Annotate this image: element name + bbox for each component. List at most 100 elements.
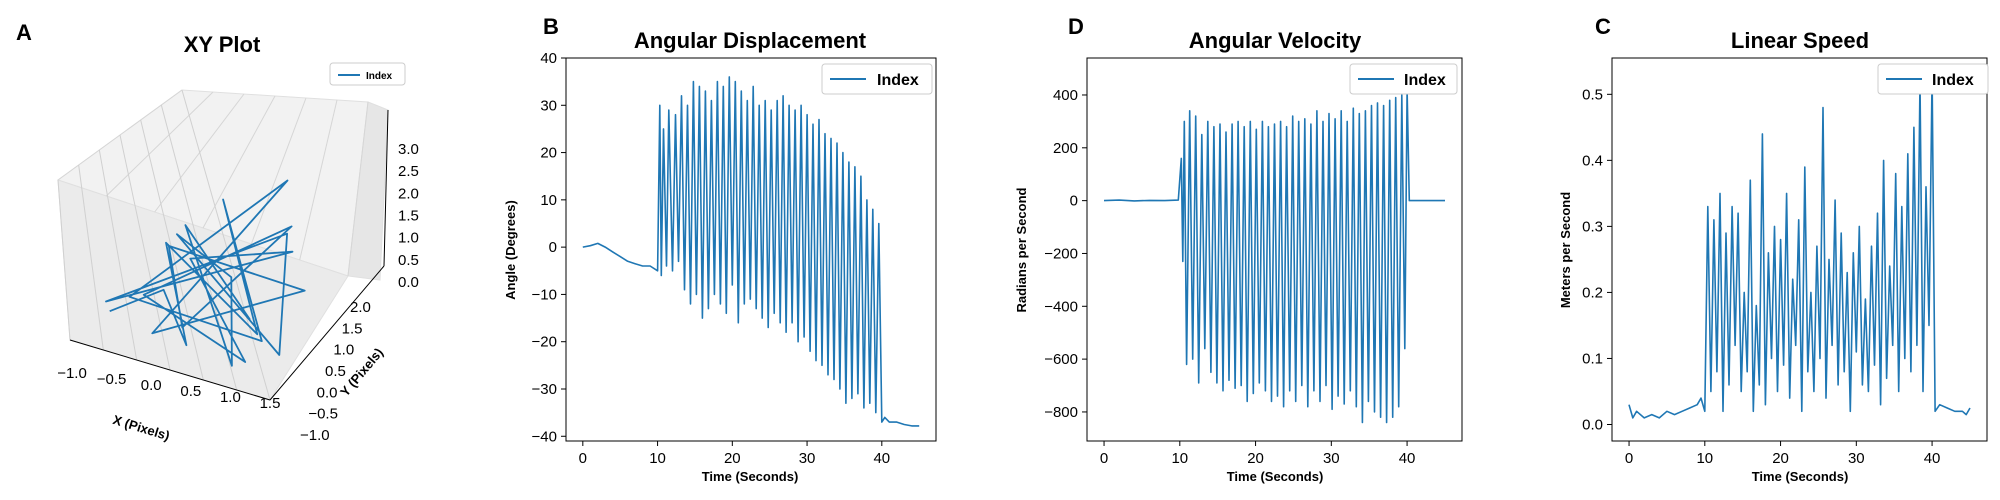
y-tick-label: −400 (1044, 298, 1078, 315)
y-tick-label: 0.0 (1582, 416, 1603, 433)
chart-title-a: XY Plot (184, 32, 261, 57)
plot-area-b (565, 57, 937, 442)
panel-label-b: B (543, 14, 559, 39)
panel-d: D Angular Velocity 0 10 20 30 40 400 200 0 −200 −… (1014, 14, 1463, 484)
z-tick-label-3d: 1.0 (398, 230, 419, 247)
x-tick-label: 30 (799, 450, 816, 467)
y-tick-label: 0.3 (1582, 218, 1603, 235)
x-tick-label-3d: 0.5 (180, 383, 201, 400)
chart-title-d: Angular Velocity (1189, 28, 1362, 53)
legend-label-c: Index (1932, 72, 1974, 89)
z-tick-label-3d: 0.0 (398, 274, 419, 291)
x-tick-label: 0 (1100, 450, 1108, 467)
axes-d: 0 10 20 30 40 400 200 0 −200 −400 −600 −800 (1044, 57, 1463, 467)
x-tick-label-3d: −1.0 (57, 365, 87, 382)
x-tick-label: 40 (1399, 450, 1416, 467)
z-tick-label-3d: 2.5 (398, 163, 419, 180)
y-tick-label: 20 (540, 145, 557, 162)
x-tick-label: 10 (1696, 450, 1713, 467)
x-axis-label-d: Time (Seconds) (1227, 469, 1324, 484)
y-tick-label: −10 (532, 286, 557, 303)
series-line-index-b (582, 76, 920, 427)
legend-box-d (1349, 63, 1458, 95)
x-tick-label: 40 (1924, 450, 1941, 467)
chart-title-b: Angular Displacement (634, 28, 867, 53)
plot-area-c (1611, 57, 1988, 442)
x-tick-label: 30 (1323, 450, 1340, 467)
panel-c: C Linear Speed 0 10 20 30 400.50.40.30.20.10… (1558, 14, 1989, 484)
grid-line (347, 101, 369, 277)
z-axis-3d (383, 109, 389, 267)
x-axis-label-a: X (Pixels) (111, 412, 171, 443)
z-tick-label-3d: 1.5 (398, 208, 419, 225)
x-tick-label: 0 (1625, 450, 1633, 467)
grid-line (181, 89, 271, 401)
grid-line (57, 179, 71, 341)
x-tick-label: 10 (649, 450, 666, 467)
legend-d: Index (1349, 63, 1458, 95)
y-tick-label-3d: 1.5 (342, 320, 363, 337)
axes-b: 0 10 20 30 40 40 30 20 10 0 −10 −20 −30 −40 (532, 50, 937, 467)
grid-line (250, 97, 307, 245)
y-tick-label: 10 (540, 192, 557, 209)
legend-label-a: Index (366, 71, 393, 82)
y-tick-label-3d: −1.0 (300, 427, 330, 444)
series-line-index-3d (105, 179, 306, 367)
y-tick-label: 0.1 (1582, 350, 1603, 367)
legend-label-b: Index (877, 72, 919, 89)
series-line-index (105, 179, 306, 367)
grid-line (98, 149, 138, 361)
x-axis-label-c: Time (Seconds) (1752, 469, 1849, 484)
x-tick-label-3d: 1.0 (220, 389, 241, 406)
y-tick-labels-3d: −1.0 −0.5 0.0 0.5 1.0 1.5 2.0 (300, 299, 371, 444)
y-tick-label-3d: −0.5 (308, 406, 338, 423)
y-tick-label: 0.4 (1582, 152, 1603, 169)
z-tick-label-3d: 2.0 (398, 185, 419, 202)
legend-box-c (1877, 63, 1989, 95)
y-tick-label-3d: 2.0 (350, 299, 371, 316)
y-axis-label-d: Radians per Second (1014, 187, 1029, 312)
plot-area-d (1086, 57, 1463, 442)
x-tick-label: 30 (1848, 450, 1865, 467)
z-tick-labels-3d: 0.0 0.5 1.0 1.5 2.0 2.5 3.0 (398, 141, 419, 291)
y-tick-label: −600 (1044, 351, 1078, 368)
y-axis-3d (269, 265, 385, 401)
grid-line (299, 99, 338, 261)
legend-c: Index (1877, 63, 1989, 95)
panel-label-d: D (1068, 14, 1084, 39)
panel-label-c: C (1595, 14, 1611, 39)
chart-title-c: Linear Speed (1731, 28, 1869, 53)
x-tick-label: 20 (1247, 450, 1264, 467)
series-line-index-d (1103, 88, 1445, 424)
series-line-index-c (1628, 73, 1971, 419)
x-axis-3d (69, 339, 271, 401)
y-tick-label: −20 (532, 334, 557, 351)
grid-line (140, 119, 204, 381)
x-tick-label: 0 (579, 450, 587, 467)
y-tick-label: 0.5 (1582, 86, 1603, 103)
y-tick-label: 0 (1070, 193, 1078, 210)
x-tick-label: 20 (724, 450, 741, 467)
y-tick-label: −200 (1044, 245, 1078, 262)
y-axis-label-c: Meters per Second (1558, 192, 1573, 308)
y-tick-label: 40 (540, 50, 557, 67)
grid-line (105, 91, 214, 197)
panel-label-a: A (16, 20, 32, 45)
y-tick-label: −40 (532, 428, 557, 445)
x-tick-label: 40 (873, 450, 890, 467)
x-tick-labels-3d: −1.0 −0.5 0.0 0.5 1.0 1.5 (57, 365, 280, 412)
panel-a: A XY Plot −1.0 −0.5 0.0 0.5 1.0 1.5 −1.0 −0.5 0… (16, 20, 419, 444)
legend-b: Index (821, 63, 933, 95)
legend-label-d: Index (1404, 72, 1446, 89)
y-tick-label: 400 (1053, 87, 1078, 104)
y-tick-label-3d: 0.5 (325, 363, 346, 380)
z-tick-label-3d: 0.5 (398, 252, 419, 269)
z-tick-label-3d: 3.0 (398, 141, 419, 158)
x-tick-label-3d: 1.5 (260, 395, 281, 412)
x-axis-label-b: Time (Seconds) (702, 469, 799, 484)
grid-line (154, 93, 245, 213)
y-tick-label: −800 (1044, 404, 1078, 421)
panel-b: B Angular Displacement 0 10 20 30 40 40 30 20 10… (503, 14, 937, 484)
y-tick-label: −30 (532, 381, 557, 398)
